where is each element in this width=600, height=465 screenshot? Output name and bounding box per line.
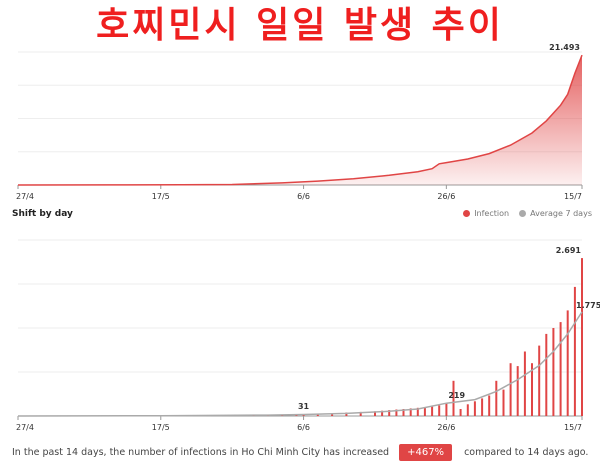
bar-infection [395,409,398,416]
x-tick-label: 15/7 [564,423,582,432]
bar-infection [566,310,569,416]
bar-infection [495,380,498,416]
x-tick-label: 26/6 [437,192,455,201]
data-label-average: 1.775 [576,301,600,310]
bar-infection [445,403,448,416]
bar-infection [438,405,441,416]
bar-infection [481,398,484,416]
legend-item-average[interactable]: Average 7 days [519,209,592,218]
legend-label-infection: Infection [474,209,510,218]
cumulative-area [18,55,582,185]
bar-infection [452,380,455,416]
cumulative-chart: 27/4 17/5 6/6 26/6 15/7 21.493 [16,43,583,201]
x-tick-label: 15/7 [564,192,582,201]
bar-infection [523,351,526,416]
section-title: Shift by day [12,209,73,219]
bar-infection [545,333,548,416]
x-tick-label: 17/5 [152,423,170,432]
bar-infection [581,258,583,416]
increase-badge: +467% [399,443,453,461]
bar-infection [345,412,348,416]
legend-dot-infection [463,210,471,217]
data-label-219: 219 [448,391,465,400]
bar-infection [431,406,434,416]
bar-infection [552,328,555,416]
data-label-peak: 21.493 [549,43,580,52]
page-title: 호찌민시 일일 발생 추이 [96,5,504,46]
bar-infection [573,286,576,416]
bar-infection [423,407,426,416]
legend-label-average: Average 7 days [530,209,592,218]
bar-infection [473,401,476,416]
bar-infection [509,363,512,416]
bar-infection [488,395,491,416]
bar-infection [388,410,391,416]
legend-dot-average [519,210,527,217]
average-line [17,311,583,417]
bar-infection [381,410,384,416]
footer-text-after: compared to 14 days ago. [464,446,589,458]
bar-infection [502,389,505,416]
legend: Infection Average 7 days [463,209,592,218]
legend-item-infection[interactable]: Infection [463,209,509,218]
bar-infection [559,322,562,416]
data-label-31: 31 [298,402,310,411]
bar-infection [409,408,412,416]
footer-summary: In the past 14 days, the number of infec… [12,440,592,464]
bar-infection [538,345,541,416]
footer-text-before: In the past 14 days, the number of infec… [12,446,390,458]
x-tick-label: 17/5 [152,192,170,201]
bar-infection [459,409,462,416]
data-label-peak: 2.691 [556,246,582,255]
bar-infection [331,413,334,416]
cumulative-line [17,54,583,186]
x-tick-label: 6/6 [297,423,310,432]
bar-infection [402,409,405,416]
bar-infection [531,363,533,416]
bar-infection [416,407,419,416]
bar-infection [516,366,519,416]
bar-infection [374,411,376,416]
x-tick-label: 27/4 [16,423,34,432]
bar-infection [466,404,469,416]
x-tick-label: 26/6 [437,423,455,432]
bar-infection [359,411,362,416]
x-tick-label: 6/6 [297,192,310,201]
x-tick-label: 27/4 [16,192,34,201]
